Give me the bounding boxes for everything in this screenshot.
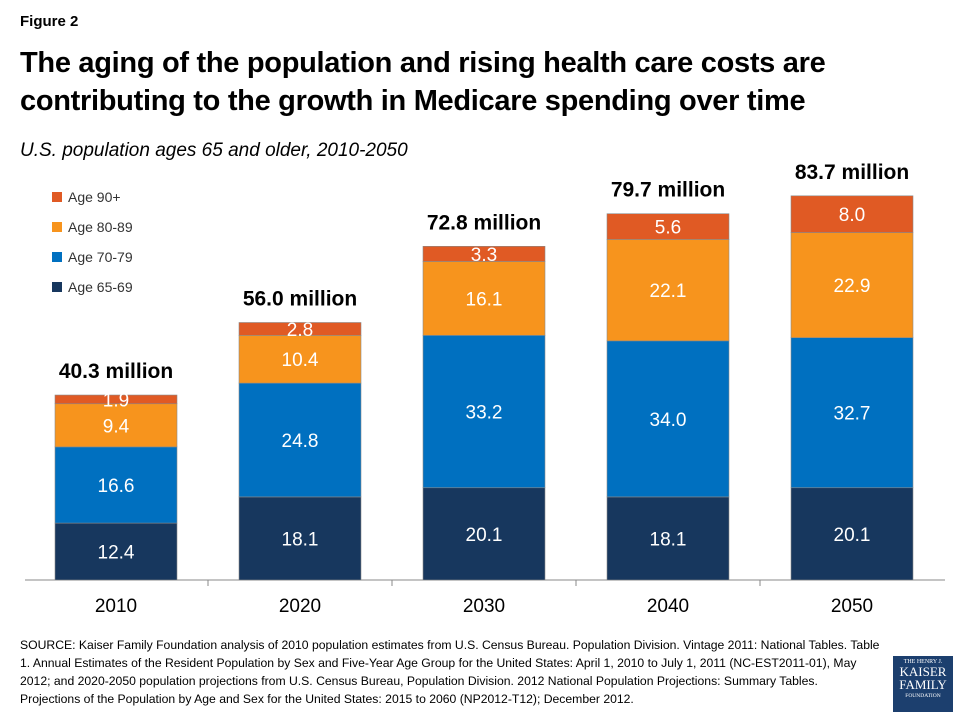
logo-text: FOUNDATION (905, 693, 941, 699)
figure-label: Figure 2 (20, 13, 79, 30)
bar-segment (238, 335, 362, 384)
data-label: 2.8 (287, 320, 313, 341)
bar-segment (790, 195, 914, 233)
legend-swatch (52, 222, 62, 232)
bar-segment (422, 261, 546, 336)
data-label: 18.1 (650, 529, 687, 550)
legend-label: Age 65-69 (68, 279, 133, 295)
bar-segment (606, 340, 730, 498)
x-tick-label: 2020 (279, 596, 321, 617)
legend-label: Age 80-89 (68, 219, 133, 235)
data-label: 24.8 (282, 431, 319, 452)
bar-segment (238, 322, 362, 336)
x-tick-label: 2040 (647, 596, 689, 617)
x-tick-label: 2050 (831, 596, 873, 617)
bar-segment (54, 522, 178, 581)
data-label: 32.7 (834, 404, 871, 425)
x-tick-label: 2030 (463, 596, 505, 617)
logo-text: KAISER (899, 664, 947, 679)
legend-swatch (52, 282, 62, 292)
chart-subtitle: U.S. population ages 65 and older, 2010-… (20, 140, 408, 161)
data-label: 16.1 (466, 289, 503, 310)
data-label: 1.9 (103, 390, 129, 411)
data-label: 12.4 (98, 543, 135, 564)
data-label: 18.1 (282, 529, 319, 550)
bar-segment (790, 337, 914, 489)
data-label: 10.4 (282, 350, 319, 371)
data-label: 33.2 (466, 403, 503, 424)
total-label: 79.7 million (611, 179, 725, 202)
x-tick-label: 2010 (95, 596, 137, 617)
total-label: 83.7 million (795, 161, 909, 184)
data-label: 8.0 (839, 205, 865, 226)
data-label: 20.1 (466, 525, 503, 546)
bar-segment (606, 239, 730, 342)
data-label: 9.4 (103, 416, 130, 437)
data-label: 22.9 (834, 276, 871, 297)
source-note: SOURCE: Kaiser Family Foundation analysi… (20, 638, 880, 706)
kff-logo: THE HENRY J. KAISER FAMILY FOUNDATION (893, 656, 953, 712)
legend-label: Age 70-79 (68, 249, 133, 265)
bar-segment (422, 335, 546, 489)
bar-segment (54, 446, 178, 524)
bar-segment (790, 487, 914, 581)
bar-segment (238, 382, 362, 498)
data-label: 22.1 (650, 281, 687, 302)
logo-text: FAMILY (899, 677, 947, 692)
total-label: 56.0 million (243, 288, 357, 311)
data-label: 5.6 (655, 218, 681, 239)
bar-segment (606, 496, 730, 581)
logo-text: THE HENRY J. (903, 659, 943, 665)
data-label: 3.3 (471, 245, 497, 266)
bar-segment (54, 394, 178, 405)
legend-swatch (52, 252, 62, 262)
bar-segment (790, 232, 914, 338)
total-label: 40.3 million (59, 360, 173, 383)
bar-segment (422, 246, 546, 262)
data-label: 16.6 (98, 476, 135, 497)
data-label: 34.0 (650, 410, 687, 431)
bar-segment (606, 213, 730, 240)
data-label: 20.1 (834, 525, 871, 546)
legend-swatch (52, 192, 62, 202)
bar-segment (238, 496, 362, 581)
chart-title: The aging of the population and rising h… (20, 47, 826, 117)
legend-label: Age 90+ (68, 189, 121, 205)
total-label: 72.8 million (427, 211, 541, 234)
